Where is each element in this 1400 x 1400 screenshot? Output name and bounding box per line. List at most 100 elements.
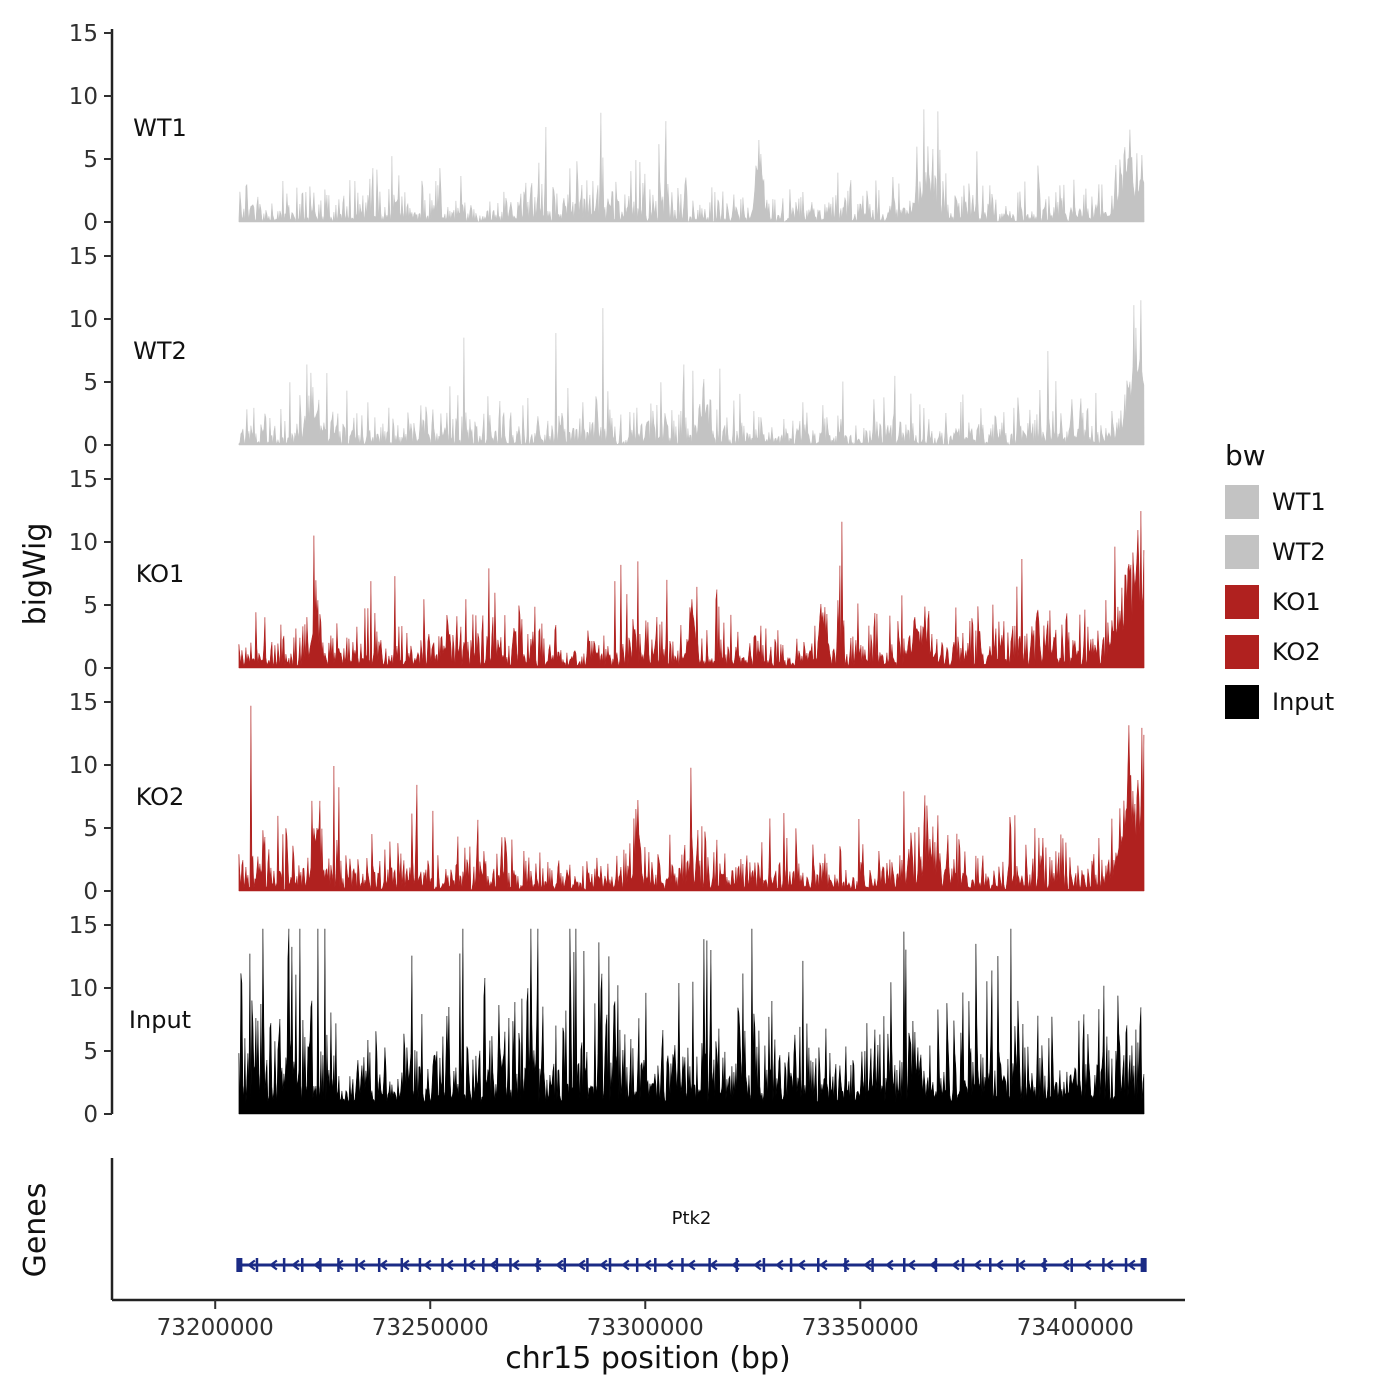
strand-arrow-left [973,1259,982,1271]
legend-title: bw [1225,439,1266,472]
strand-arrow-left [1127,1259,1136,1271]
strand-arrow-left [313,1259,322,1271]
y-tick-label: 5 [83,1039,98,1065]
legend-swatch [1225,635,1259,669]
strand-arrow-left [863,1259,872,1271]
y-tick-label: 15 [69,913,98,939]
track-panels: 0 5 10 15 WT1 0 5 10 15 WT2 0 5 10 15 KO1 0 5 10 15 KO2 0 5 10… [69,21,1145,1128]
y-tick-label: 0 [83,879,98,905]
x-tick-label: 73300000 [587,1315,704,1341]
legend-entry-wt2: WT2 [1225,535,1326,569]
strand-arrow-left [445,1259,454,1271]
legend-entry-wt1: WT1 [1225,485,1326,519]
signal-area-ko1 [238,511,1145,669]
y-tick-label: 10 [69,976,98,1002]
signal-area-ko2 [238,705,1145,892]
track-panel-ko2: 0 5 10 15 KO2 [69,690,1145,905]
gene-name-label: Ptk2 [672,1208,712,1229]
strand-arrow-left [687,1259,696,1271]
strand-arrow-left [291,1259,300,1271]
legend-swatch [1225,535,1259,569]
track-panel-wt1: 0 5 10 15 WT1 [69,21,1145,236]
genes-axis-title: Genes [18,1183,53,1278]
strand-arrow-left [775,1259,784,1271]
track-label-input: Input [129,1006,191,1034]
strand-arrow-left [951,1259,960,1271]
x-tick-label: 73400000 [1017,1315,1134,1341]
legend-entry-ko2: KO2 [1225,635,1321,669]
y-tick-label: 0 [83,1102,98,1128]
strand-arrow-left [1083,1259,1092,1271]
track-panel-input: 0 5 10 15 Input [69,913,1145,1128]
legend-swatch [1225,485,1259,519]
y-tick-label: 10 [69,307,98,333]
legend-entry-input: Input [1225,685,1334,719]
strand-arrow-left [841,1259,850,1271]
legend-entry-ko1: KO1 [1225,585,1321,619]
track-label-ko2: KO2 [136,783,185,811]
y-tick-label: 15 [69,244,98,270]
legend: WT1 WT2 KO1 KO2 Input [1225,485,1334,719]
y-tick-label: 5 [83,370,98,396]
gene-track: Ptk2 [110,1158,1147,1300]
strand-arrow-left [907,1259,916,1271]
x-tick-label: 73200000 [157,1315,274,1341]
y-tick-label: 10 [69,84,98,110]
y-tick-label: 5 [83,593,98,619]
strand-arrow-left [599,1259,608,1271]
strand-arrow-left [533,1259,542,1271]
strand-arrow-left [489,1259,498,1271]
y-tick-label: 0 [83,433,98,459]
x-tick-label: 73250000 [372,1315,489,1341]
strand-arrow-left [621,1259,630,1271]
legend-label: KO2 [1272,638,1321,666]
x-tick-label: 73350000 [802,1315,919,1341]
signal-area-wt2 [238,300,1145,446]
strand-arrow-left [1017,1259,1026,1271]
y-tick-label: 15 [69,21,98,47]
strand-arrow-left [357,1259,366,1271]
strand-arrow-left [379,1259,388,1271]
strand-arrow-left [819,1259,828,1271]
legend-label: WT1 [1272,488,1326,516]
track-label-ko1: KO1 [136,560,185,588]
legend-swatch [1225,585,1259,619]
track-panel-wt2: 0 5 10 15 WT2 [69,244,1145,459]
legend-label: Input [1272,688,1334,716]
x-axis-title: chr15 position (bp) [505,1341,790,1376]
track-label-wt1: WT1 [133,114,187,142]
y-tick-label: 0 [83,210,98,236]
signal-area-input [238,928,1145,1115]
y-tick-label: 15 [69,467,98,493]
strand-arrow-left [643,1259,652,1271]
track-panel-ko1: 0 5 10 15 KO1 [69,467,1145,682]
strand-arrow-left [269,1259,278,1271]
y-tick-label: 5 [83,816,98,842]
strand-arrow-left [423,1259,432,1271]
y-tick-label: 5 [83,147,98,173]
legend-label: KO1 [1272,588,1321,616]
strand-arrow-left [753,1259,762,1271]
strand-arrow-left [797,1259,806,1271]
y-tick-label: 15 [69,690,98,716]
strand-arrow-left [995,1259,1004,1271]
strand-arrow-left [467,1259,476,1271]
y-axis-title: bigWig [18,523,53,626]
legend-swatch [1225,685,1259,719]
y-tick-label: 10 [69,530,98,556]
strand-arrow-left [577,1259,586,1271]
strand-arrow-left [335,1259,344,1271]
strand-arrow-left [885,1259,894,1271]
y-tick-label: 0 [83,656,98,682]
strand-arrow-left [555,1259,564,1271]
strand-arrow-left [665,1259,674,1271]
signal-area-wt1 [238,109,1145,223]
y-tick-label: 10 [69,753,98,779]
strand-arrow-left [1061,1259,1070,1271]
legend-label: WT2 [1272,538,1326,566]
track-label-wt2: WT2 [133,337,187,365]
x-axis: 73200000 73250000 73300000 73350000 73400000 [112,1298,1185,1341]
strand-arrow-left [247,1259,256,1271]
strand-arrow-left [709,1259,718,1271]
